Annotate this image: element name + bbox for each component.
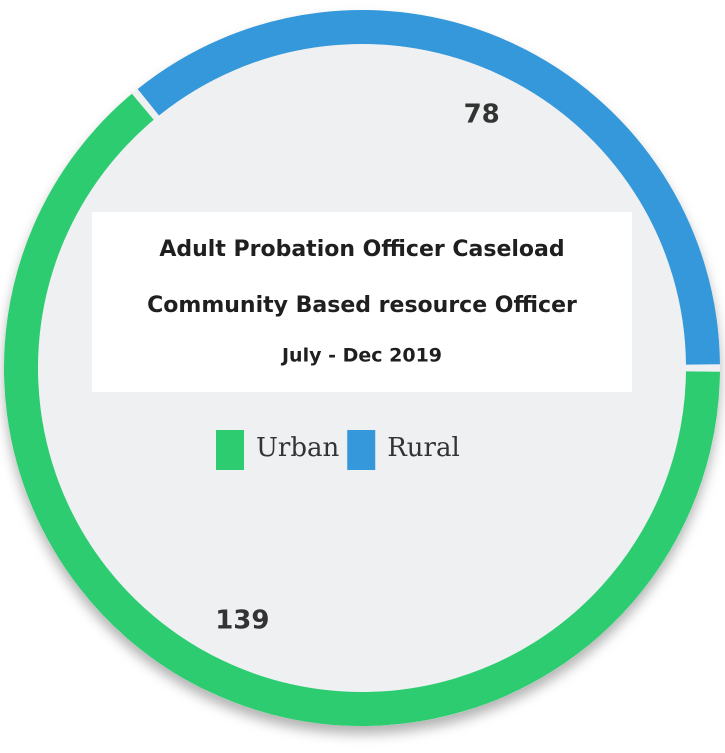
donut-segment <box>4 93 720 726</box>
donut-segment <box>137 10 720 365</box>
value-label: 139 <box>215 606 269 636</box>
chart-subtitle: Community Based resource Officer <box>147 293 577 318</box>
legend-swatch <box>347 430 376 470</box>
value-label: 78 <box>464 99 500 129</box>
legend-label: Urban <box>256 433 339 463</box>
chart-title: Adult Probation Officer Caseload <box>159 237 564 262</box>
chart-period: July - Dec 2019 <box>280 345 442 367</box>
title-box <box>92 212 632 392</box>
legend-swatch <box>216 430 244 470</box>
legend-label: Rural <box>387 433 460 463</box>
